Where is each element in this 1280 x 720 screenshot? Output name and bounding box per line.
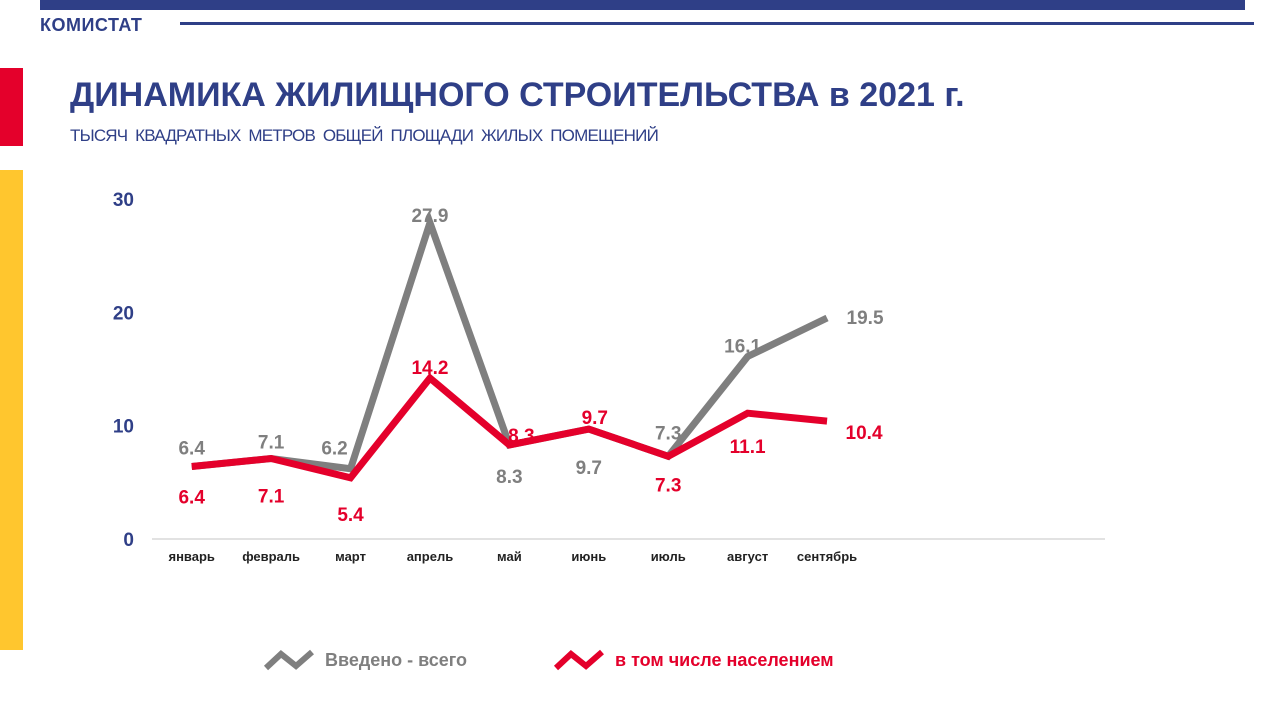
data-label-total: 6.2: [321, 439, 347, 460]
data-label-population: 7.3: [655, 475, 681, 496]
legend-label-population: в том числе населением: [615, 649, 834, 670]
data-label-total: 16.1: [724, 337, 761, 358]
brand-name: КОМИСТАТ: [40, 15, 143, 35]
header-rule: [180, 22, 1254, 25]
data-label-total: 9.7: [576, 458, 602, 479]
legend-line-red-icon: [553, 649, 604, 671]
data-label-population: 9.7: [582, 408, 608, 429]
x-tick-label: апрель: [407, 549, 454, 564]
data-label-population: 7.1: [258, 487, 285, 508]
legend-item-total: Введено - всего: [263, 646, 467, 674]
data-label-total: 7.1: [258, 433, 285, 454]
data-label-population: 14.2: [411, 358, 448, 379]
x-tick-label: январь: [168, 549, 214, 564]
data-label-population: 11.1: [730, 437, 766, 458]
data-label-population: 8.3: [508, 426, 534, 447]
y-tick-label: 30: [113, 190, 134, 211]
yellow-accent-block: [0, 170, 23, 650]
y-tick-label: 0: [123, 530, 134, 551]
x-tick-label: февраль: [242, 549, 300, 564]
y-tick-label: 10: [113, 417, 134, 438]
legend-item-population: в том числе населением: [553, 646, 834, 674]
legend-line-gray-icon: [263, 649, 314, 671]
x-tick-label: май: [497, 549, 522, 564]
data-label-population: 5.4: [337, 505, 364, 526]
x-tick-label: сентябрь: [797, 549, 857, 564]
x-tick-label: июнь: [571, 549, 606, 564]
series-line-population: [191, 373, 828, 482]
red-accent-block: [0, 68, 23, 146]
page-subtitle: ТЫСЯЧ КВАДРАТНЫХ МЕТРОВ ОБЩЕЙ ПЛОЩАДИ ЖИ…: [70, 126, 659, 145]
data-label-total: 7.3: [655, 423, 681, 444]
data-label-total: 6.4: [178, 438, 205, 459]
data-label-population: 6.4: [178, 487, 205, 508]
top-accent-bar: [40, 0, 1245, 10]
x-tick-label: август: [727, 549, 768, 564]
x-tick-label: март: [335, 549, 366, 564]
legend-label-total: Введено - всего: [325, 649, 468, 670]
data-label-population: 10.4: [846, 423, 883, 444]
page-title: ДИНАМИКА ЖИЛИЩНОГО СТРОИТЕЛЬСТВА в 2021 …: [70, 76, 965, 114]
data-label-total: 27.9: [411, 206, 448, 227]
data-label-total: 8.3: [496, 467, 522, 488]
x-tick-label: июль: [651, 549, 686, 564]
y-tick-label: 20: [113, 303, 134, 324]
data-label-total: 19.5: [847, 308, 884, 329]
